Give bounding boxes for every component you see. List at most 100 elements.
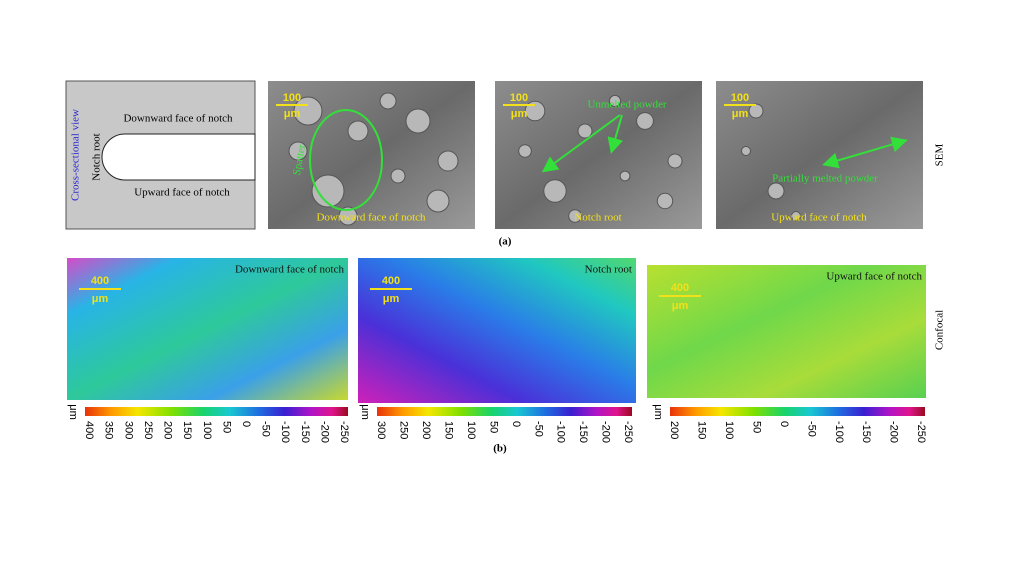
colorbar-tick: 150 (442, 421, 454, 439)
particle (656, 192, 674, 210)
particle (619, 170, 631, 182)
colorbar-tick: -50 (260, 421, 272, 437)
side-label: SEM (934, 143, 946, 166)
colorbar-tick: -100 (833, 421, 845, 443)
downward-label: Downward face of notch (123, 113, 233, 125)
scale-unit: μm (511, 108, 528, 120)
image-caption: Notch root (574, 212, 621, 224)
particle (748, 103, 764, 119)
particle (543, 179, 567, 203)
particle (667, 153, 683, 169)
confocal-image (358, 258, 636, 403)
particle (437, 150, 459, 172)
colorbar-tick: -150 (577, 421, 589, 443)
arrow (541, 114, 621, 173)
particle (518, 144, 532, 158)
scale-value: 400 (91, 275, 109, 287)
colorbar-tick: 400 (83, 421, 95, 439)
notch (101, 133, 256, 181)
colorbar-tick: -200 (318, 421, 330, 443)
particle (426, 189, 450, 213)
colorbar (377, 407, 632, 416)
colorbar-tick: 350 (103, 421, 115, 439)
colorbar (670, 407, 925, 416)
scale-value: 100 (510, 92, 528, 104)
particle (524, 100, 546, 122)
colorbar-tick: 200 (162, 421, 174, 439)
arrow (607, 114, 623, 154)
scale-unit: μm (672, 300, 689, 312)
colorbar-tick: 300 (375, 421, 387, 439)
particle (311, 174, 345, 208)
upward-label: Upward face of notch (134, 187, 230, 199)
panel-label: (a) (499, 236, 512, 248)
colorbar-tick: -100 (279, 421, 291, 443)
particle (405, 108, 431, 134)
colorbar-tick: -150 (299, 421, 311, 443)
particle (288, 141, 308, 161)
colorbar-tick: 0 (778, 421, 790, 427)
colorbar-tick: 250 (142, 421, 154, 439)
colorbar-tick: 150 (181, 421, 193, 439)
scale-value: 400 (671, 282, 689, 294)
scale-unit: μm (383, 293, 400, 305)
colorbar-tick: -150 (860, 421, 872, 443)
particle (390, 168, 406, 184)
image-caption: Upward face of notch (771, 212, 867, 224)
scale-unit: μm (732, 108, 749, 120)
spatter-outline (309, 109, 383, 211)
particle (608, 94, 622, 108)
colorbar-tick: 0 (510, 421, 522, 427)
colorbar-unit: μm (67, 404, 79, 420)
colorbar-tick: 150 (696, 421, 708, 439)
colorbar-tick: 200 (668, 421, 680, 439)
colorbar-tick: -50 (805, 421, 817, 437)
colorbar-tick: 0 (240, 421, 252, 427)
confocal-image (647, 265, 926, 398)
colorbar-tick: 250 (398, 421, 410, 439)
colorbar-tick: 50 (220, 421, 232, 433)
colorbar-tick: 50 (487, 421, 499, 433)
schematic-title: Cross-sectional view (70, 109, 82, 201)
arrow (822, 136, 908, 169)
annotation: Unmelted powder (587, 99, 666, 111)
colorbar-tick: 200 (420, 421, 432, 439)
particle (791, 211, 801, 221)
schematic (65, 80, 256, 230)
colorbar-tick: -250 (338, 421, 350, 443)
confocal-image (67, 258, 348, 400)
particle (338, 206, 358, 226)
particle (741, 146, 751, 156)
annotation: Spatter (291, 143, 308, 176)
colorbar-tick: -100 (555, 421, 567, 443)
particle (568, 209, 582, 223)
colorbar-tick: 100 (723, 421, 735, 439)
colorbar-unit: μm (359, 404, 371, 420)
annotation: Partially melted powder (772, 173, 878, 185)
colorbar-tick: 100 (465, 421, 477, 439)
side-label: Confocal (934, 310, 946, 350)
scale-value: 100 (731, 92, 749, 104)
scale-value: 400 (382, 275, 400, 287)
colorbar-tick: -250 (915, 421, 927, 443)
colorbar (85, 407, 348, 416)
particle (347, 120, 369, 142)
scale-unit: μm (284, 108, 301, 120)
image-caption: Downward face of notch (235, 264, 345, 276)
notch-root-label: Notch root (91, 133, 103, 180)
particle (577, 123, 593, 139)
colorbar-tick: 300 (122, 421, 134, 439)
scale-value: 100 (283, 92, 301, 104)
colorbar-tick: 100 (201, 421, 213, 439)
particle (767, 182, 785, 200)
scale-unit: μm (92, 293, 109, 305)
colorbar-tick: -200 (600, 421, 612, 443)
particle (636, 112, 654, 130)
image-caption: Downward face of notch (316, 212, 426, 224)
panel-label: (b) (493, 443, 507, 455)
image-caption: Upward face of notch (826, 271, 922, 283)
colorbar-tick: -250 (622, 421, 634, 443)
colorbar-unit: μm (652, 404, 664, 420)
particle (379, 92, 397, 110)
image-caption: Notch root (585, 264, 632, 276)
